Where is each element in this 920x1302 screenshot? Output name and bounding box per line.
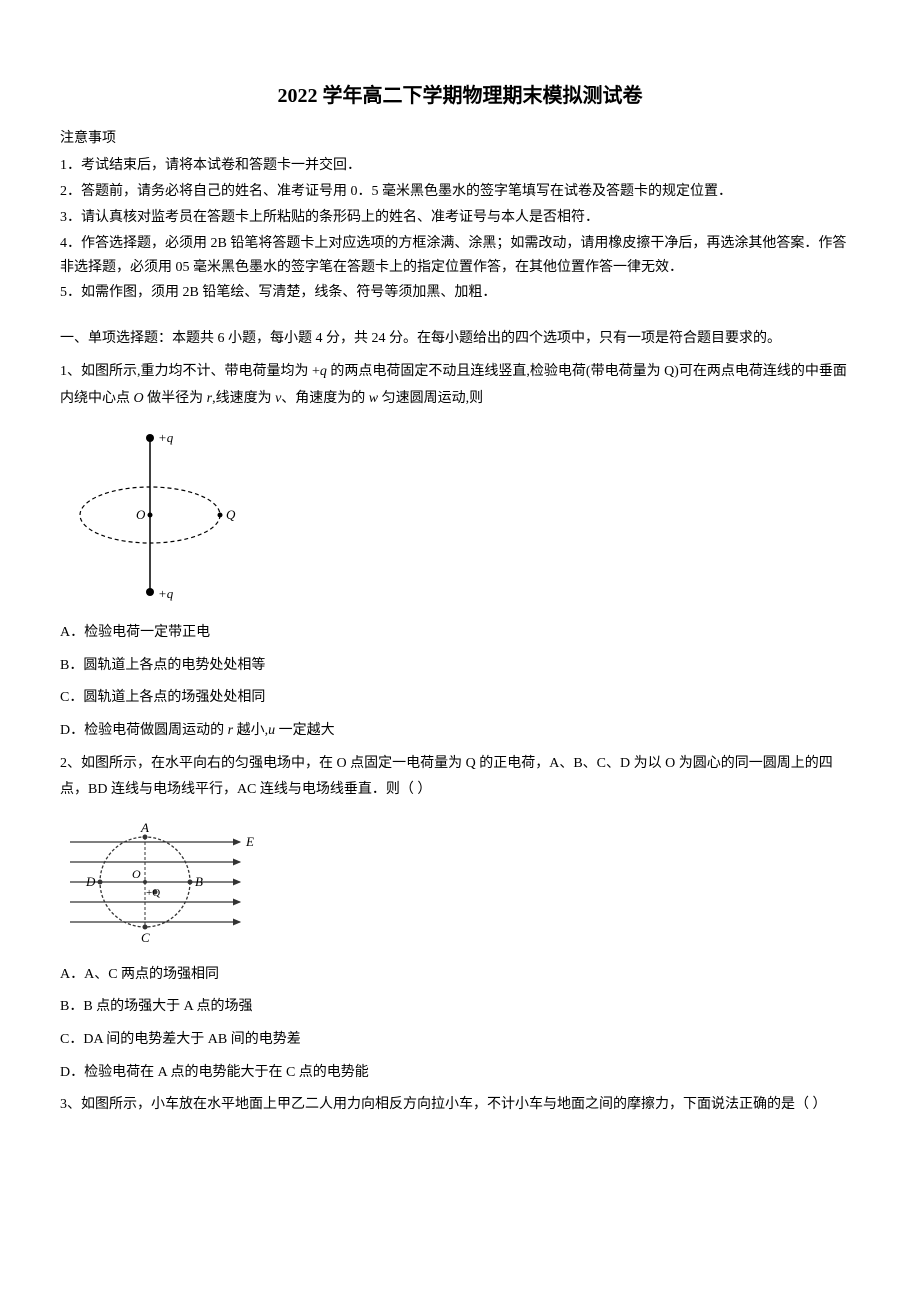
q1-var-O: O [134, 391, 144, 406]
q1-option-C: C．圆轨道上各点的场强处处相同 [60, 685, 860, 712]
figure-2: A B C D O +Q E [60, 812, 860, 952]
q1-var-v: v [272, 391, 282, 406]
fig2-O-dot [143, 880, 147, 884]
question-3-text: 3、如图所示，小车放在水平地面上甲乙二人用力向相反方向拉小车，不计小车与地面之间… [60, 1092, 860, 1119]
fig2-label-A: A [140, 820, 149, 835]
fig2-label-Q: +Q [146, 887, 160, 899]
figure-2-svg: A B C D O +Q E [60, 812, 260, 952]
q1-var-q: q [320, 364, 327, 379]
instruction-1: 1．考试结束后，请将本试卷和答题卡一并交回． [60, 154, 860, 178]
fig2-label-C: C [141, 930, 150, 945]
fig1-label-O: O [136, 507, 146, 522]
q1-part-6: ,线速度为 [212, 391, 272, 406]
fig1-label-bottom-q: +q [158, 586, 174, 601]
question-3: 3、如图所示，小车放在水平地面上甲乙二人用力向相反方向拉小车，不计小车与地面之间… [60, 1092, 860, 1119]
q2-option-C: C．DA 间的电势差大于 AB 间的电势差 [60, 1027, 860, 1054]
q1-D-part-4: 一定越大 [275, 723, 335, 738]
fig1-label-Q: Q [226, 507, 236, 522]
fig1-bottom-charge [146, 588, 154, 596]
instruction-2: 2．答题前，请务必将自己的姓名、准考证号用 0．5 毫米黑色墨水的签字笔填写在试… [60, 180, 860, 204]
q1-part-10: 匀速圆周运动,则 [378, 391, 483, 406]
instruction-4: 4．作答选择题，必须用 2B 铅笔将答题卡上对应选项的方框涂满、涂黑；如需改动，… [60, 232, 860, 280]
q1-D-part-2: 越小, [233, 723, 268, 738]
figure-1-svg: +q +q O Q [60, 420, 240, 610]
q2-option-A: A．A、C 两点的场强相同 [60, 962, 860, 989]
fig1-center-dot [148, 513, 153, 518]
fig2-A-dot [143, 834, 148, 839]
instruction-5: 5．如需作图，须用 2B 铅笔绘、写清楚，线条、符号等须加黑、加粗． [60, 281, 860, 305]
exam-title: 2022 学年高二下学期物理期末模拟测试卷 [60, 80, 860, 112]
question-1: 1、如图所示,重力均不计、带电荷量均为 +q 的两点电荷固定不动且连线竖直,检验… [60, 359, 860, 412]
question-2: 2、如图所示，在水平向右的匀强电场中，在 O 点固定一电荷量为 Q 的正电荷，A… [60, 751, 860, 804]
question-2-text: 2、如图所示，在水平向右的匀强电场中，在 O 点固定一电荷量为 Q 的正电荷，A… [60, 751, 860, 804]
fig2-label-D: D [85, 874, 96, 889]
fig1-Q-dot [218, 513, 223, 518]
q1-var-r: r [203, 391, 212, 406]
fig2-label-E: E [245, 834, 254, 849]
spacer [60, 307, 860, 327]
fig2-label-O: O [132, 867, 141, 881]
q1-part-8: 、角速度为的 [281, 391, 369, 406]
q1-var-w: w [369, 391, 378, 406]
question-1-text: 1、如图所示,重力均不计、带电荷量均为 +q 的两点电荷固定不动且连线竖直,检验… [60, 359, 860, 412]
q1-option-D: D．检验电荷做圆周运动的 r 越小,u 一定越大 [60, 718, 860, 745]
q1-part-4: 做半径为 [144, 391, 204, 406]
q1-part-0: 1、如图所示,重力均不计、带电荷量均为 + [60, 364, 320, 379]
instruction-3: 3．请认真核对监考员在答题卡上所粘贴的条形码上的姓名、准考证号与本人是否相符． [60, 206, 860, 230]
section1-intro: 一、单项选择题：本题共 6 小题，每小题 4 分，共 24 分。在每小题给出的四… [60, 327, 860, 351]
q1-option-A: A．检验电荷一定带正电 [60, 620, 860, 647]
fig2-label-B: B [195, 874, 203, 889]
q2-option-D: D．检验电荷在 A 点的电势能大于在 C 点的电势能 [60, 1060, 860, 1087]
q1-option-B: B．圆轨道上各点的电势处处相等 [60, 653, 860, 680]
instructions-header: 注意事项 [60, 128, 860, 150]
q1-D-part-0: D．检验电荷做圆周运动的 [60, 723, 228, 738]
figure-1: +q +q O Q [60, 420, 860, 610]
fig2-C-dot [143, 924, 148, 929]
fig2-D-dot [98, 879, 103, 884]
fig2-B-dot [188, 879, 193, 884]
fig1-label-top-q: +q [158, 430, 174, 445]
q2-option-B: B．B 点的场强大于 A 点的场强 [60, 994, 860, 1021]
fig1-top-charge [146, 434, 154, 442]
